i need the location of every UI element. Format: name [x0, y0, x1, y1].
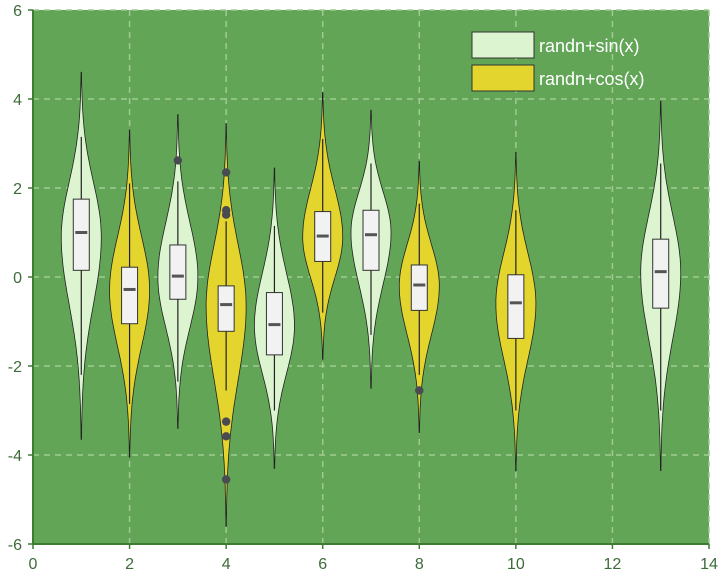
outlier-point: [221, 432, 231, 441]
violin-randn+sin(x)-x13: [640, 100, 682, 471]
legend-label: randn+sin(x): [539, 36, 640, 56]
x-tick-label: 4: [222, 556, 231, 573]
y-tick-label: 4: [13, 92, 22, 109]
y-tick-label: 6: [13, 3, 22, 20]
outlier-point: [221, 168, 231, 177]
y-tick-label: -2: [8, 359, 22, 376]
y-tick-label: -6: [8, 537, 22, 554]
violin-randn+cos(x)-x8: [398, 160, 440, 434]
violin-randn+cos(x)-x10: [495, 152, 537, 471]
y-tick-label: 2: [13, 181, 22, 198]
y-tick-label: 0: [13, 270, 22, 287]
violin-randn+cos(x)-x2: [109, 129, 151, 458]
violin-randn+cos(x)-x4: [205, 123, 247, 527]
violin-randn+sin(x)-x1: [60, 71, 102, 440]
x-tick-label: 2: [125, 556, 134, 573]
legend-label: randn+cos(x): [539, 69, 645, 89]
violin-randn+cos(x)-x6: [302, 91, 344, 360]
box: [410, 264, 428, 311]
legend-swatch: [471, 31, 535, 59]
violin-randn+sin(x)-x3: [157, 114, 199, 429]
violin-randn+sin(x)-x7: [350, 109, 392, 389]
box: [169, 244, 187, 300]
box: [217, 285, 235, 332]
outlier-point: [415, 386, 424, 395]
outlier-point: [221, 475, 231, 484]
x-tick-label: 10: [507, 556, 525, 573]
box: [121, 266, 139, 325]
outlier-point: [221, 210, 231, 219]
x-tick-label: 0: [29, 556, 38, 573]
box: [507, 274, 525, 339]
violin-randn+sin(x)-x5: [253, 167, 295, 469]
box: [362, 209, 380, 271]
box: [652, 238, 670, 309]
x-tick-label: 6: [318, 556, 327, 573]
legend: randn+sin(x) randn+cos(x): [471, 31, 645, 92]
axes: 0 2 4 6 8 10 12 14 -6 -4 -2 0 2 4 6: [8, 3, 718, 573]
x-tick-label: 14: [700, 556, 718, 573]
x-tick-label: 8: [415, 556, 424, 573]
outlier-point: [221, 417, 231, 426]
legend-swatch: [471, 64, 535, 92]
box: [72, 198, 90, 271]
outlier-point: [173, 156, 183, 165]
x-tick-label: 12: [604, 556, 622, 573]
violins: [60, 71, 682, 527]
y-tick-label: -4: [8, 448, 22, 465]
